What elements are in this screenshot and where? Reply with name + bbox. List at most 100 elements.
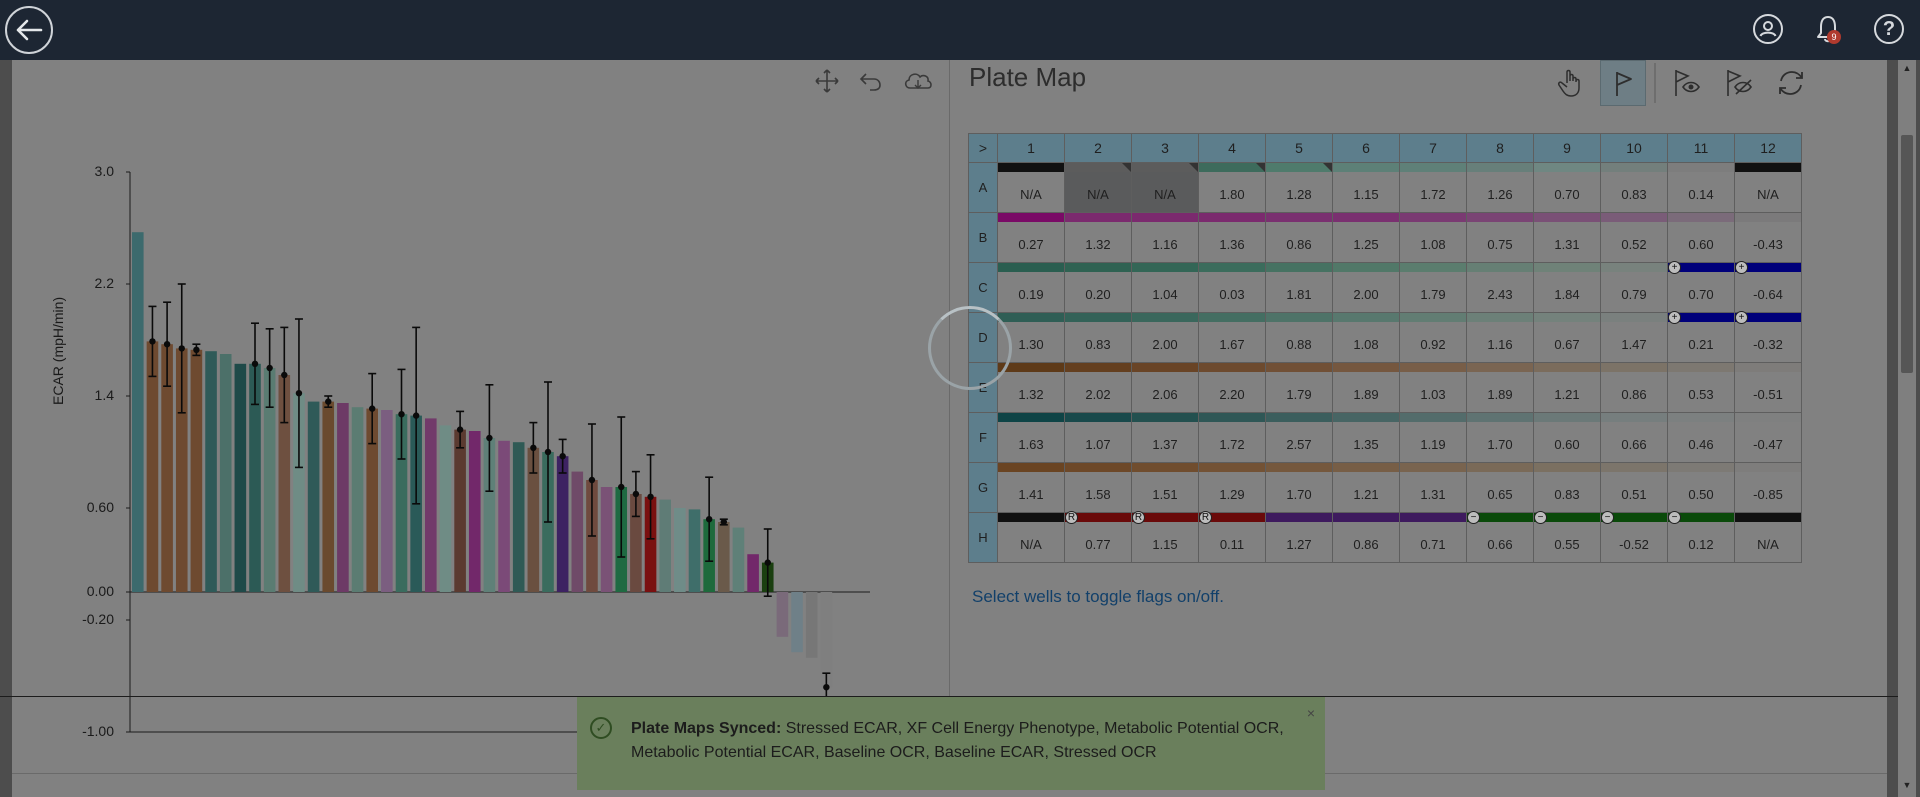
plate-well[interactable]: 1.79 — [1399, 262, 1467, 313]
plate-well[interactable]: 1.70 — [1265, 462, 1333, 513]
back-arrow-icon[interactable] — [5, 6, 53, 54]
plate-well[interactable]: 1.47 — [1600, 312, 1668, 363]
plate-well[interactable]: − -0.52 — [1600, 511, 1668, 563]
plate-well[interactable]: 1.21 — [1332, 462, 1400, 513]
plate-well[interactable]: 0.79 — [1600, 262, 1668, 313]
well-flag-icon[interactable]: R — [1199, 511, 1212, 524]
plate-well[interactable]: 0.66 — [1600, 412, 1668, 463]
plate-well[interactable]: + -0.64 — [1734, 261, 1802, 313]
plate-well[interactable]: 0.92 — [1399, 312, 1467, 363]
plate-well[interactable]: 0.03 — [1198, 262, 1266, 313]
scroll-down-icon[interactable]: ▼ — [1902, 780, 1912, 790]
plate-well[interactable]: 0.67 — [1533, 312, 1601, 363]
plate-well[interactable]: 1.32 — [997, 362, 1065, 413]
plate-well[interactable]: 1.58 — [1064, 462, 1132, 513]
plate-well[interactable]: R 0.77 — [1064, 511, 1132, 563]
well-flag-icon[interactable]: R — [1065, 511, 1078, 524]
plate-well[interactable]: 0.50 — [1667, 462, 1735, 513]
row-header[interactable]: F — [968, 412, 998, 463]
column-header[interactable]: 8 — [1466, 133, 1534, 163]
plate-well[interactable]: 1.63 — [997, 412, 1065, 463]
plate-well[interactable]: 1.80 — [1198, 162, 1266, 213]
plate-well[interactable]: N/A — [997, 162, 1065, 213]
plate-well[interactable]: 0.46 — [1667, 412, 1735, 463]
column-header[interactable]: 12 — [1734, 133, 1802, 163]
plate-well[interactable]: −0.55 — [1533, 511, 1601, 563]
scroll-up-icon[interactable]: ▲ — [1902, 63, 1912, 73]
plate-well[interactable]: R 0.11 — [1198, 511, 1266, 563]
plate-well[interactable]: −0.66 — [1466, 511, 1534, 563]
plate-well[interactable]: 0.52 — [1600, 212, 1668, 263]
plate-well[interactable]: 1.70 — [1466, 412, 1534, 463]
plate-well[interactable]: -0.51 — [1734, 362, 1802, 413]
plate-well[interactable]: 1.89 — [1466, 362, 1534, 413]
plate-well[interactable]: 1.16 — [1466, 312, 1534, 363]
plate-well[interactable]: R 1.15 — [1131, 511, 1199, 563]
well-flag-icon[interactable]: R — [1132, 511, 1145, 524]
column-header[interactable]: 6 — [1332, 133, 1400, 163]
column-header[interactable]: 11 — [1667, 133, 1735, 163]
plate-well[interactable]: 1.32 — [1064, 212, 1132, 263]
well-flag-icon[interactable]: + — [1735, 311, 1748, 324]
plate-well[interactable]: 1.51 — [1131, 462, 1199, 513]
row-header[interactable]: H — [968, 512, 998, 563]
well-flag-icon[interactable]: − — [1534, 511, 1547, 524]
well-flag-icon[interactable]: − — [1467, 511, 1480, 524]
plate-well[interactable]: 0.14 — [1667, 162, 1735, 213]
well-flag-icon[interactable]: − — [1668, 511, 1681, 524]
plate-well[interactable]: −0.12 — [1667, 511, 1735, 563]
plate-well[interactable]: N/A — [1734, 512, 1802, 563]
plate-well[interactable]: 1.16 — [1131, 212, 1199, 263]
plate-well[interactable]: 0.83 — [1533, 462, 1601, 513]
row-header[interactable]: C — [968, 262, 998, 313]
cloud-icon[interactable] — [902, 68, 934, 94]
plate-well[interactable]: 0.60 — [1667, 212, 1735, 263]
plate-well[interactable]: 1.84 — [1533, 262, 1601, 313]
plate-well[interactable]: 1.72 — [1399, 162, 1467, 213]
flag-show-icon[interactable] — [1664, 60, 1710, 106]
select-all-corner[interactable]: > — [968, 133, 998, 163]
plate-well[interactable]: 0.60 — [1533, 412, 1601, 463]
plate-well[interactable]: 1.37 — [1131, 412, 1199, 463]
plate-well[interactable]: 2.00 — [1131, 312, 1199, 363]
well-flag-icon[interactable]: + — [1735, 261, 1748, 274]
hand-icon[interactable] — [1548, 60, 1594, 106]
plate-well[interactable]: 1.28 — [1265, 162, 1333, 213]
plate-well[interactable]: 2.43 — [1466, 262, 1534, 313]
plate-well[interactable]: -0.43 — [1734, 212, 1802, 263]
move-icon[interactable] — [814, 68, 840, 94]
plate-well[interactable]: 0.27 — [997, 212, 1065, 263]
plate-well[interactable]: 1.19 — [1399, 412, 1467, 463]
row-header[interactable]: G — [968, 462, 998, 513]
plate-well[interactable]: 0.86 — [1600, 362, 1668, 413]
plate-well[interactable]: -0.85 — [1734, 462, 1802, 513]
plate-well[interactable]: 1.31 — [1533, 212, 1601, 263]
plate-well[interactable]: N/A — [997, 512, 1065, 563]
plate-well[interactable]: +0.21 — [1667, 311, 1735, 363]
plate-well[interactable]: 0.19 — [997, 262, 1065, 313]
plate-well[interactable]: 0.70 — [1533, 162, 1601, 213]
plate-well[interactable]: 1.89 — [1332, 362, 1400, 413]
scrollbar-thumb[interactable] — [1901, 135, 1913, 373]
flag-hide-icon[interactable] — [1716, 60, 1762, 106]
plate-well[interactable]: 0.86 — [1265, 212, 1333, 263]
column-header[interactable]: 7 — [1399, 133, 1467, 163]
plate-well[interactable]: 1.07 — [1064, 412, 1132, 463]
plate-well[interactable]: 0.83 — [1600, 162, 1668, 213]
plate-well[interactable]: 0.75 — [1466, 212, 1534, 263]
help-icon[interactable]: ? — [1874, 14, 1904, 44]
plate-well[interactable]: 0.20 — [1064, 262, 1132, 313]
plate-well[interactable]: 1.04 — [1131, 262, 1199, 313]
plate-well[interactable]: 1.72 — [1198, 412, 1266, 463]
well-flag-icon[interactable]: + — [1668, 261, 1681, 274]
plate-well[interactable]: 1.35 — [1332, 412, 1400, 463]
column-header[interactable]: 2 — [1064, 133, 1132, 163]
column-header[interactable]: 9 — [1533, 133, 1601, 163]
plate-well[interactable]: 1.26 — [1466, 162, 1534, 213]
plate-well[interactable]: 0.83 — [1064, 312, 1132, 363]
plate-well[interactable]: 1.67 — [1198, 312, 1266, 363]
row-header[interactable]: A — [968, 162, 998, 213]
plate-well[interactable]: 1.15 — [1332, 162, 1400, 213]
plate-well[interactable]: 1.81 — [1265, 262, 1333, 313]
plate-well[interactable]: N/A — [1064, 162, 1132, 213]
